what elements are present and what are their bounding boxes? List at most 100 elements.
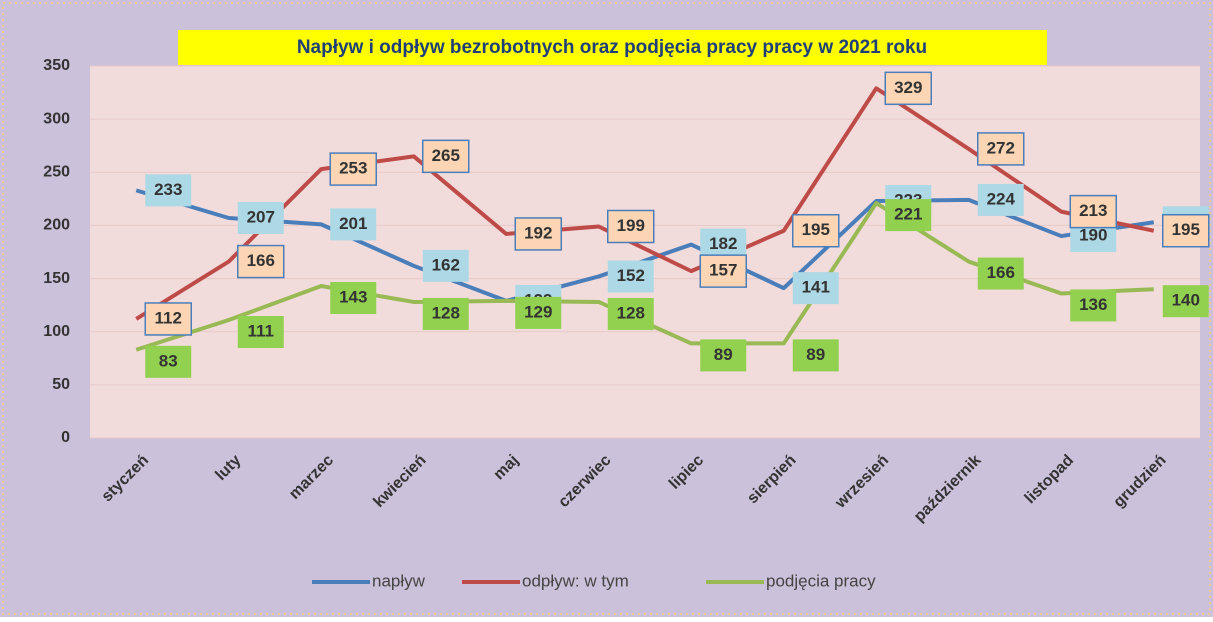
data-label-text: 221: [894, 205, 922, 224]
data-label: 265: [422, 139, 470, 174]
data-label: 192: [514, 217, 562, 251]
data-label: 89: [700, 339, 747, 372]
data-label-box: [1162, 213, 1210, 248]
data-label-box: [977, 257, 1024, 290]
data-label: 157: [699, 254, 747, 288]
data-label: 272: [977, 132, 1025, 166]
data-label-box: [144, 302, 192, 336]
data-label: 141: [792, 272, 839, 305]
data-label: 128: [607, 297, 654, 330]
data-label: 253: [329, 152, 377, 186]
data-label-text: 89: [806, 345, 825, 364]
y-tick-label: 0: [61, 429, 70, 446]
data-label-text: 195: [1172, 220, 1200, 239]
y-tick-label: 350: [43, 57, 70, 74]
data-label-text: 111: [248, 322, 275, 341]
data-label-box: [977, 183, 1024, 216]
data-label: 111: [237, 316, 284, 349]
y-tick-label: 100: [43, 323, 70, 340]
data-label-box: [699, 254, 747, 288]
data-label-text: 140: [1172, 291, 1200, 310]
data-label-text: 128: [617, 303, 645, 322]
data-label: 143: [330, 282, 377, 315]
data-label-text: 199: [617, 216, 645, 235]
data-label-box: [885, 199, 932, 232]
data-label-box: [237, 244, 285, 279]
data-label-box: [330, 208, 377, 241]
data-label-box: [1070, 289, 1117, 322]
data-label-text: 136: [1079, 295, 1107, 314]
data-label-text: 162: [432, 255, 460, 274]
data-label: 201: [330, 208, 377, 241]
data-label: 233: [145, 174, 192, 207]
data-label: 128: [422, 297, 469, 330]
y-tick-label: 250: [43, 164, 70, 181]
data-label-text: 129: [524, 302, 552, 321]
data-label: 152: [607, 260, 654, 293]
data-label-text: 182: [709, 234, 737, 253]
data-label-box: [422, 297, 469, 330]
data-label-box: [607, 297, 654, 330]
data-label-box: [329, 152, 377, 186]
data-label-text: 157: [709, 261, 737, 280]
data-label: 224: [977, 183, 1024, 216]
data-label-box: [607, 260, 654, 293]
data-label: 195: [792, 213, 840, 248]
data-label-text: 166: [987, 263, 1015, 282]
data-label: 213: [1069, 194, 1117, 229]
data-label-box: [792, 339, 839, 372]
data-label: 166: [237, 244, 285, 279]
data-label: 83: [145, 345, 192, 378]
data-label-box: [792, 272, 839, 305]
data-label-text: 141: [802, 278, 830, 297]
data-label-text: 329: [894, 78, 922, 97]
legend-label: podjęcia pracy: [766, 571, 876, 590]
data-label-box: [515, 296, 562, 329]
data-label-text: 265: [432, 146, 460, 165]
data-label-text: 233: [154, 180, 182, 199]
data-label: 140: [1162, 285, 1209, 318]
data-label: 136: [1070, 289, 1117, 322]
data-label-text: 253: [339, 159, 367, 178]
data-label: 195: [1162, 213, 1210, 248]
data-label-text: 195: [802, 220, 830, 239]
data-label-box: [514, 217, 562, 251]
data-label-text: 128: [432, 303, 460, 322]
y-tick-label: 50: [52, 376, 70, 393]
data-label-text: 213: [1079, 201, 1107, 220]
title-box: [178, 30, 1047, 65]
data-label-box: [237, 316, 284, 349]
data-label-text: 152: [617, 266, 645, 285]
data-label-text: 166: [247, 251, 275, 270]
data-label: 129: [515, 296, 562, 329]
data-label-text: 112: [155, 308, 182, 327]
data-label: 112: [144, 302, 192, 336]
chart-title: Napływ i odpływ bezrobotnych oraz podjęc…: [297, 37, 927, 58]
data-label-text: 89: [714, 345, 733, 364]
data-label: 199: [607, 209, 655, 244]
data-label-box: [977, 132, 1025, 166]
data-label-text: 143: [339, 287, 367, 306]
data-label-box: [792, 213, 840, 248]
data-label-text: 201: [339, 214, 367, 233]
data-label: 162: [422, 249, 469, 282]
y-tick-label: 150: [43, 270, 70, 287]
data-label-box: [237, 201, 284, 234]
data-label-text: 192: [524, 223, 552, 242]
y-tick-label: 200: [43, 217, 70, 234]
data-label: 207: [237, 201, 284, 234]
data-label-box: [1069, 194, 1117, 229]
data-label-text: 207: [247, 207, 275, 226]
data-label: 166: [977, 257, 1024, 290]
data-label-text: 83: [159, 351, 178, 370]
data-label-box: [422, 139, 470, 174]
data-label-box: [700, 339, 747, 372]
data-label-text: 190: [1079, 226, 1107, 245]
y-tick-label: 300: [43, 110, 70, 127]
legend-label: napływ: [372, 571, 426, 590]
data-label-text: 272: [987, 138, 1015, 157]
data-label: 221: [885, 199, 932, 232]
data-label-text: 224: [987, 189, 1016, 208]
